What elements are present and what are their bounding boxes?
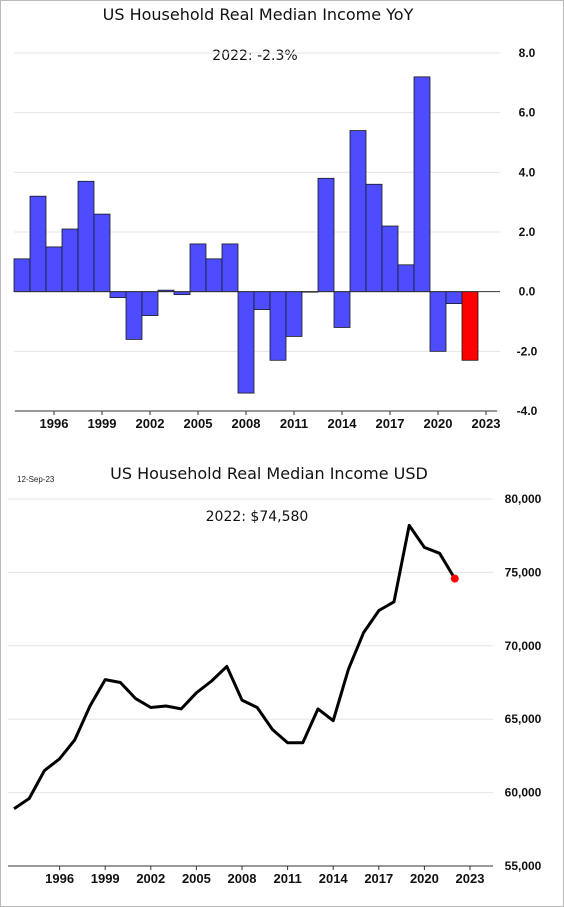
yoy-x-tick-label: 2020 (424, 416, 453, 431)
yoy-bar (413, 76, 431, 293)
yoy-y-tick-label: 4.0 (519, 165, 536, 179)
yoy-y-tick-label: -4.0 (517, 404, 538, 418)
usd-latest-point (450, 574, 459, 583)
yoy-bar (125, 291, 143, 340)
yoy-bar (61, 228, 79, 293)
usd-x-tick-label: 2023 (456, 871, 485, 886)
yoy-x-tick-label: 2023 (472, 416, 501, 431)
yoy-x-tick-label: 2008 (232, 416, 261, 431)
yoy-x-tick-label: 2017 (376, 416, 405, 431)
yoy-title: US Household Real Median Income YoY (103, 5, 414, 24)
yoy-bar (141, 291, 159, 316)
usd-y-tick-label: 60,000 (505, 786, 542, 800)
usd-y-axis: 80,000 75,000 70,000 65,000 60,000 55,000 (505, 492, 542, 873)
yoy-bar (205, 258, 223, 293)
usd-title: US Household Real Median Income USD (110, 464, 428, 483)
yoy-bar (349, 130, 367, 293)
usd-x-tick-label: 2017 (364, 871, 393, 886)
usd-x-axis: 1996 1999 2002 2005 2008 2011 2014 2017 2020 2023 (45, 866, 484, 886)
usd-income-line (13, 523, 457, 810)
yoy-y-tick-label: 0.0 (519, 285, 536, 299)
yoy-bar (397, 264, 415, 293)
usd-x-tick-label: 1999 (91, 871, 120, 886)
yoy-bar (237, 291, 255, 394)
yoy-bar (317, 177, 335, 293)
yoy-x-tick-label: 1996 (40, 416, 69, 431)
yoy-bar (365, 183, 383, 293)
yoy-x-axis: 1996 1999 2002 2005 2008 2011 2014 2017 2020 2023 (40, 411, 501, 431)
usd-x-tick-label: 2014 (319, 871, 349, 886)
usd-x-tick-label: 2005 (182, 871, 211, 886)
usd-chart: 12-Sep-23 US Household Real Median Incom… (8, 464, 542, 886)
usd-x-tick-label: 1996 (45, 871, 74, 886)
usd-x-tick-label: 2011 (273, 871, 301, 886)
yoy-bar (285, 291, 303, 337)
yoy-y-axis: 8.0 6.0 4.0 2.0 0.0 -2.0 -4.0 (517, 46, 538, 418)
yoy-bar (429, 291, 447, 352)
yoy-bar (221, 243, 239, 293)
yoy-bar (189, 243, 207, 293)
yoy-bar (13, 258, 31, 293)
yoy-y-tick-label: 2.0 (519, 225, 536, 239)
yoy-bar (77, 180, 95, 293)
yoy-bar (45, 246, 63, 293)
yoy-bar (461, 291, 479, 361)
yoy-bar (445, 291, 463, 304)
yoy-x-tick-label: 1999 (88, 416, 117, 431)
usd-x-tick-label: 2002 (136, 871, 165, 886)
usd-y-tick-label: 65,000 (505, 712, 542, 726)
usd-line-series (13, 523, 459, 810)
usd-x-tick-label: 2020 (410, 871, 439, 886)
usd-y-tick-label: 55,000 (505, 859, 542, 873)
yoy-x-tick-label: 2002 (136, 416, 165, 431)
usd-y-tick-label: 70,000 (505, 639, 542, 653)
yoy-y-tick-label: 8.0 (519, 46, 536, 60)
yoy-bar (381, 225, 399, 293)
yoy-bar (269, 291, 287, 361)
yoy-bar (253, 291, 271, 310)
yoy-bar (93, 213, 111, 293)
yoy-x-tick-label: 2011 (280, 416, 308, 431)
usd-y-tick-label: 80,000 (505, 492, 542, 506)
yoy-bar (109, 291, 127, 299)
usd-x-tick-label: 2008 (228, 871, 257, 886)
yoy-x-tick-label: 2014 (328, 416, 358, 431)
yoy-y-tick-label: -2.0 (517, 344, 538, 358)
usd-gridlines (8, 498, 493, 794)
yoy-annotation: 2022: -2.3% (212, 48, 297, 64)
usd-y-tick-label: 75,000 (505, 565, 542, 579)
usd-annotation: 2022: $74,580 (206, 509, 309, 525)
yoy-bar (333, 291, 351, 328)
yoy-bar (29, 195, 47, 293)
yoy-bars (13, 76, 500, 394)
yoy-chart: US Household Real Median Income YoY 2022… (13, 5, 538, 431)
yoy-x-tick-label: 2005 (184, 416, 213, 431)
chart-date: 12-Sep-23 (17, 475, 55, 484)
yoy-y-tick-label: 6.0 (519, 106, 536, 120)
